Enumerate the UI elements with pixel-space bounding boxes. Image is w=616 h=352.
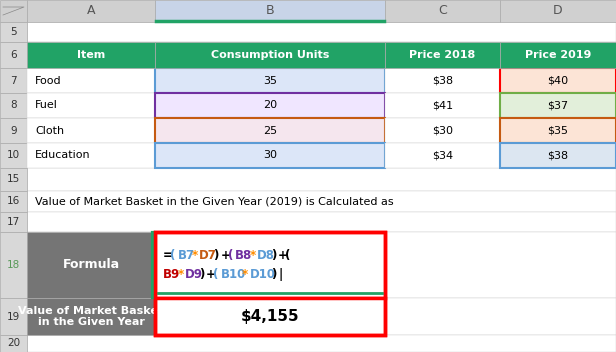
Text: Value of Market Basket
in the Given Year: Value of Market Basket in the Given Year [18,306,164,327]
FancyBboxPatch shape [385,93,500,118]
Text: B: B [265,5,274,18]
FancyBboxPatch shape [385,42,500,68]
Text: $37: $37 [548,101,569,111]
Text: Price 2019: Price 2019 [525,50,591,60]
Text: 6: 6 [10,50,17,60]
FancyBboxPatch shape [0,68,27,93]
FancyBboxPatch shape [27,212,616,232]
FancyBboxPatch shape [0,212,27,232]
FancyBboxPatch shape [27,168,616,191]
FancyBboxPatch shape [27,68,616,93]
Text: (: ( [228,249,233,262]
Text: 25: 25 [263,126,277,136]
FancyBboxPatch shape [27,232,155,298]
FancyBboxPatch shape [27,42,616,68]
FancyBboxPatch shape [500,68,616,93]
Text: ): ) [199,268,205,281]
FancyBboxPatch shape [0,42,27,68]
FancyBboxPatch shape [155,42,385,68]
Text: =: = [163,249,173,262]
Text: 20: 20 [7,339,20,348]
FancyBboxPatch shape [27,298,616,335]
FancyBboxPatch shape [155,68,385,93]
Text: *: * [177,268,184,281]
FancyBboxPatch shape [500,143,616,168]
FancyBboxPatch shape [155,298,385,335]
FancyBboxPatch shape [155,118,385,143]
FancyBboxPatch shape [385,68,500,93]
FancyBboxPatch shape [155,143,385,168]
Text: 30: 30 [263,151,277,161]
FancyBboxPatch shape [0,118,27,143]
Text: (: ( [285,249,291,262]
FancyBboxPatch shape [27,118,616,143]
Text: $40: $40 [548,75,569,86]
Text: Education: Education [35,151,91,161]
Text: B8: B8 [235,249,252,262]
Text: ): ) [271,268,277,281]
Text: B10: B10 [221,268,246,281]
FancyBboxPatch shape [0,93,27,118]
Text: 20: 20 [263,101,277,111]
Text: *: * [249,249,256,262]
Text: |: | [278,268,283,281]
Text: D10: D10 [249,268,275,281]
Text: Food: Food [35,75,62,86]
FancyBboxPatch shape [500,118,616,143]
FancyBboxPatch shape [385,0,500,22]
Text: 16: 16 [7,196,20,207]
FancyBboxPatch shape [500,0,616,22]
Text: +: + [221,249,230,262]
Text: 8: 8 [10,101,17,111]
Text: 5: 5 [10,27,17,37]
FancyBboxPatch shape [500,42,616,68]
Text: D7: D7 [199,249,217,262]
FancyBboxPatch shape [27,143,155,168]
FancyBboxPatch shape [27,143,616,168]
Text: +: + [206,268,216,281]
Bar [155,232,385,335]
FancyBboxPatch shape [500,93,616,118]
Text: 18: 18 [7,260,20,270]
FancyBboxPatch shape [155,93,385,118]
FancyBboxPatch shape [0,232,27,298]
FancyBboxPatch shape [27,22,616,42]
Text: $38: $38 [432,75,453,86]
FancyBboxPatch shape [385,143,500,168]
Text: 35: 35 [263,75,277,86]
Text: A: A [87,5,95,18]
FancyBboxPatch shape [27,232,616,298]
FancyBboxPatch shape [0,298,27,335]
Text: Cloth: Cloth [35,126,64,136]
Text: Formula: Formula [62,258,120,271]
FancyBboxPatch shape [0,191,27,212]
Text: Consumption Units: Consumption Units [211,50,329,60]
Text: Item: Item [77,50,105,60]
FancyBboxPatch shape [0,22,27,42]
FancyBboxPatch shape [27,298,155,335]
FancyBboxPatch shape [27,93,155,118]
Text: 7: 7 [10,75,17,86]
Text: 15: 15 [7,175,20,184]
Text: ): ) [213,249,219,262]
Text: D: D [553,5,563,18]
Text: Fuel: Fuel [35,101,58,111]
Text: 17: 17 [7,217,20,227]
Text: Price 2018: Price 2018 [410,50,476,60]
FancyBboxPatch shape [27,335,616,352]
Text: 9: 9 [10,126,17,136]
Text: ): ) [271,249,277,262]
FancyBboxPatch shape [0,168,27,191]
Text: B7: B7 [177,249,195,262]
FancyBboxPatch shape [27,93,616,118]
Text: $41: $41 [432,101,453,111]
Text: Value of Market Basket in the Given Year (2019) is Calculated as: Value of Market Basket in the Given Year… [35,196,394,207]
Text: *: * [192,249,198,262]
Text: 19: 19 [7,312,20,321]
FancyBboxPatch shape [27,42,155,68]
FancyBboxPatch shape [385,118,500,143]
FancyBboxPatch shape [155,0,385,22]
Text: $30: $30 [432,126,453,136]
Text: (: ( [170,249,176,262]
